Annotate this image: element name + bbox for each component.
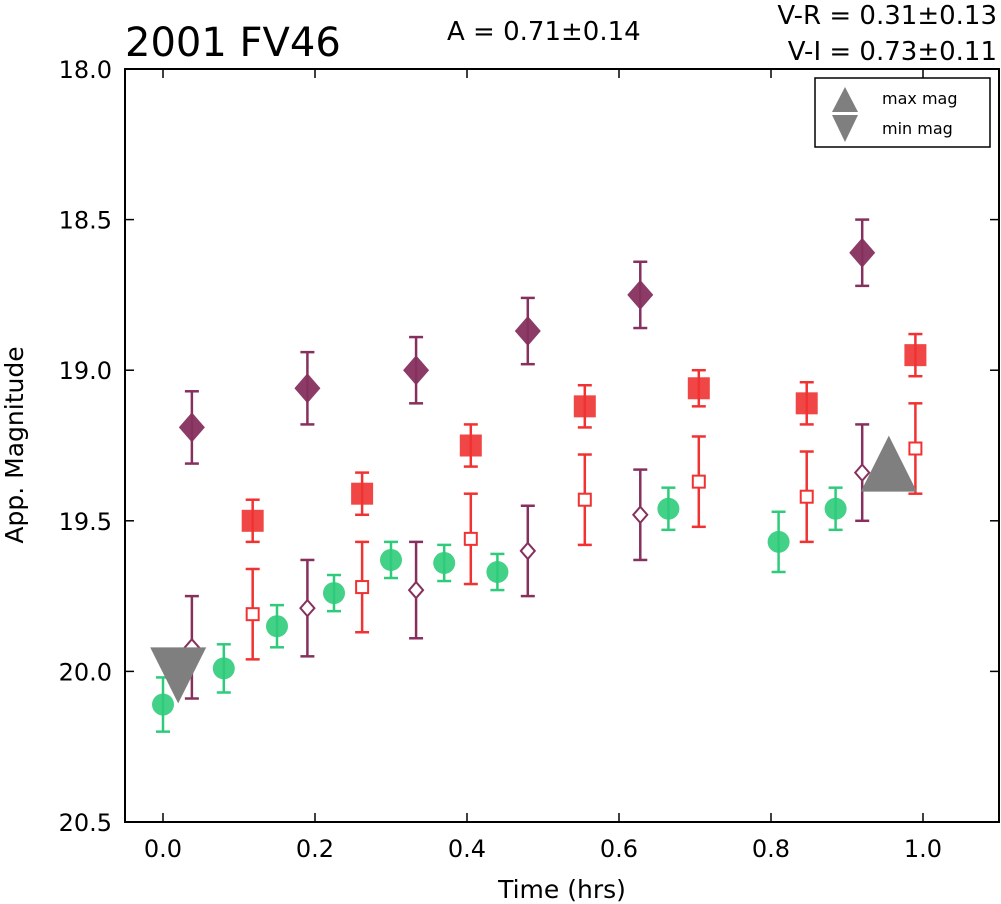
series-3-diamond-filled bbox=[178, 218, 876, 465]
legend-max-mag-label: max mag bbox=[882, 89, 958, 108]
series-1-square-filled bbox=[241, 332, 927, 544]
series-6-triangle-up-large bbox=[860, 435, 917, 492]
series-5-triangle-down-large bbox=[150, 647, 207, 704]
data-point-open-square bbox=[245, 607, 260, 622]
series-2-square-open bbox=[245, 402, 923, 661]
data-point-diamond bbox=[627, 279, 654, 310]
x-axis-label: Time (hrs) bbox=[497, 875, 626, 904]
x-tick-label: 0.4 bbox=[448, 835, 486, 863]
data-point-diamond bbox=[294, 373, 321, 404]
data-point-open-diamond bbox=[407, 580, 425, 600]
x-tick-label: 0.8 bbox=[752, 835, 790, 863]
plot-frame bbox=[124, 68, 1000, 823]
data-point-circle bbox=[767, 530, 790, 553]
data-point-diamond bbox=[849, 237, 876, 268]
data-point-square bbox=[351, 482, 374, 505]
data-point-diamond bbox=[514, 316, 541, 347]
data-point-open-diamond bbox=[519, 541, 537, 561]
chart-title: 2001 FV46 bbox=[125, 20, 341, 66]
data-point-square bbox=[241, 509, 264, 532]
data-point-circle bbox=[433, 551, 456, 574]
x-tick-label: 0.6 bbox=[600, 835, 638, 863]
data-point-open-diamond bbox=[631, 505, 649, 525]
series-0-circle-filled bbox=[152, 486, 847, 733]
data-point-circle bbox=[152, 693, 174, 716]
min-mag-marker bbox=[150, 647, 207, 704]
x-tick-label: 1.0 bbox=[904, 835, 942, 863]
data-point-circle bbox=[266, 615, 288, 638]
amplitude-annotation: A = 0.71±0.14 bbox=[447, 17, 641, 47]
data-point-circle bbox=[323, 582, 345, 605]
v-i-annotation: V-I = 0.73±0.11 bbox=[788, 37, 997, 67]
data-point-square bbox=[687, 377, 710, 400]
data-point-open-square bbox=[908, 441, 923, 456]
data-point-open-diamond bbox=[853, 463, 871, 483]
series-4-diamond-open bbox=[183, 423, 871, 700]
v-r-annotation: V-R = 0.31±0.13 bbox=[777, 1, 997, 31]
y-tick-label: 19.0 bbox=[59, 357, 112, 385]
y-tick-label: 20.0 bbox=[59, 658, 112, 686]
legend-min-mag-marker bbox=[832, 115, 858, 142]
data-point-diamond bbox=[403, 355, 430, 386]
x-tick-label: 0.0 bbox=[144, 835, 182, 863]
data-point-circle bbox=[657, 497, 680, 520]
data-point-circle bbox=[212, 657, 235, 680]
legend-min-mag-label: min mag bbox=[882, 119, 953, 138]
y-tick-label: 20.5 bbox=[59, 809, 112, 837]
data-point-open-square bbox=[463, 531, 478, 546]
data-point-diamond bbox=[178, 412, 205, 443]
data-point-open-square bbox=[355, 580, 370, 595]
y-tick-label: 18.0 bbox=[59, 56, 112, 84]
data-point-circle bbox=[486, 561, 509, 584]
data-point-open-diamond bbox=[299, 598, 316, 618]
data-point-circle bbox=[824, 497, 847, 520]
max-mag-marker bbox=[860, 435, 917, 492]
data-point-open-square bbox=[577, 492, 592, 507]
x-tick-label: 0.2 bbox=[296, 835, 334, 863]
data-point-square bbox=[904, 344, 927, 367]
legend: max mag min mag bbox=[814, 77, 991, 148]
data-point-square bbox=[459, 434, 482, 457]
y-tick-label: 19.5 bbox=[59, 508, 112, 536]
legend-max-mag-marker bbox=[832, 87, 858, 112]
y-axis-label: App. Magnitude bbox=[0, 346, 29, 543]
chart-marks bbox=[150, 218, 927, 733]
data-point-circle bbox=[380, 548, 402, 571]
axis-ticks: 0.0 0.2 0.4 0.6 0.8 1.0 18.0 18.5 19.0 19.5 20.0 20… bbox=[59, 56, 999, 863]
data-point-open-square bbox=[691, 474, 706, 489]
y-tick-label: 18.5 bbox=[59, 207, 112, 235]
data-point-square bbox=[573, 395, 596, 418]
data-point-open-square bbox=[799, 489, 814, 504]
data-point-square bbox=[795, 392, 818, 415]
